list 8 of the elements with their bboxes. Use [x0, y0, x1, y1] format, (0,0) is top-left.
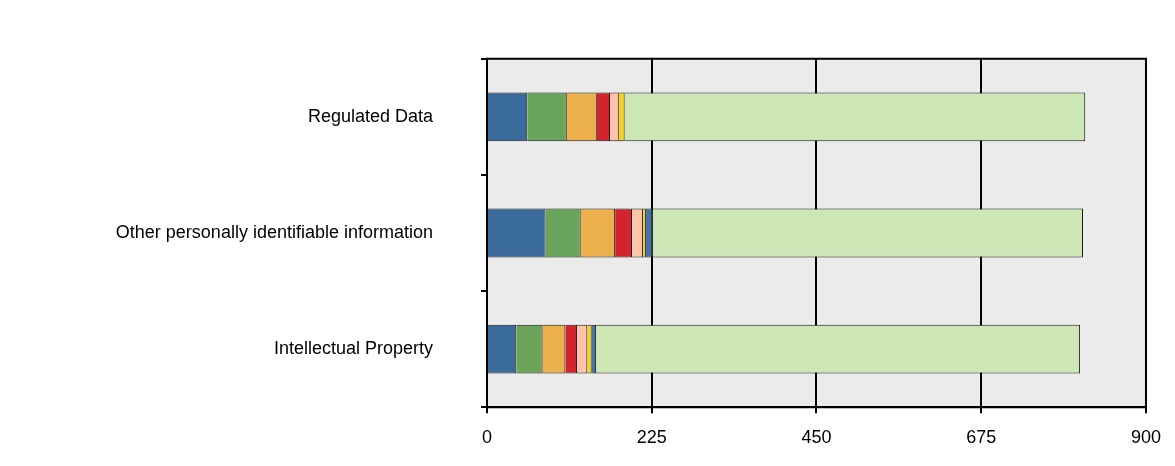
x-tick-label: 0 [481, 426, 493, 447]
y-tick-label: Regulated Data [307, 105, 434, 126]
x-tick-label: 675 [966, 426, 997, 447]
y-tick-label: Other personally identifiable information [115, 221, 433, 242]
x-tick-label: 450 [801, 426, 832, 447]
y-tick-label: Intellectual Property [273, 338, 433, 359]
x-tick-label: 225 [636, 426, 667, 447]
x-tick-label: 900 [1130, 426, 1162, 447]
